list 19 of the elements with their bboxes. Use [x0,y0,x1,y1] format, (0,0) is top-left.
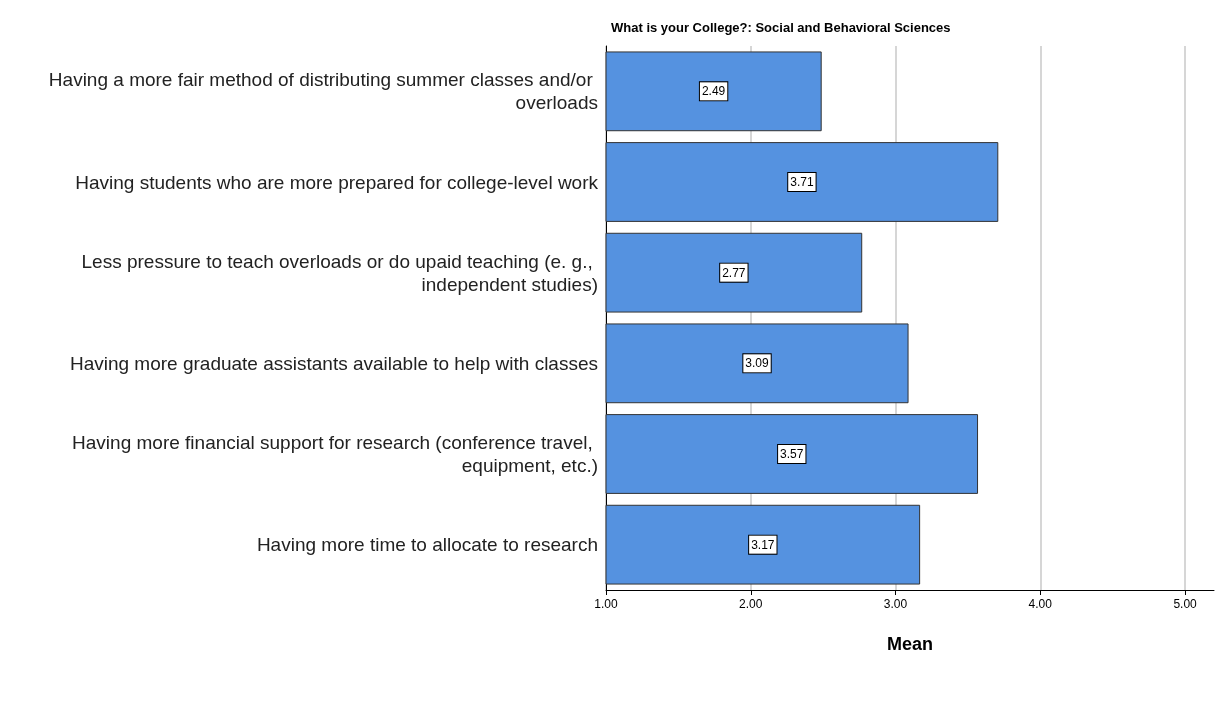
y-tick-label: Having more financial support for research (conference travel, equipment, etc.) [72,432,598,476]
y-tick-label: Having students who are more prepared for college-level work [75,171,599,193]
y-tick-label: Having more graduate assistants available to help with classes [69,352,598,374]
x-tick-label: 4.00 [1028,597,1053,611]
data-label: 2.77 [722,265,746,280]
x-axis-title: Mean [886,634,934,654]
x-tick-label: 1.00 [594,597,618,611]
data-label: 3.71 [790,175,814,189]
y-tick-label: Having a more fair method of distributing summer classes and/or overloads [48,69,598,114]
data-label: 3.57 [780,447,804,461]
y-tick-label: Having more time to allocate to research [256,534,598,556]
data-label: 3.17 [751,537,775,552]
data-label: 2.49 [701,84,726,99]
chart-title: What is your College?: Social and Behavioral Sciences [611,20,951,35]
x-tick-label: 2.00 [739,597,763,611]
data-label: 3.09 [745,356,770,371]
x-tick-label: 5.00 [1173,597,1198,611]
x-tick-label: 3.00 [883,597,908,611]
y-tick-label: Less pressure to teach overloads or do upaid teaching (e. g., independent studies) [81,250,598,295]
